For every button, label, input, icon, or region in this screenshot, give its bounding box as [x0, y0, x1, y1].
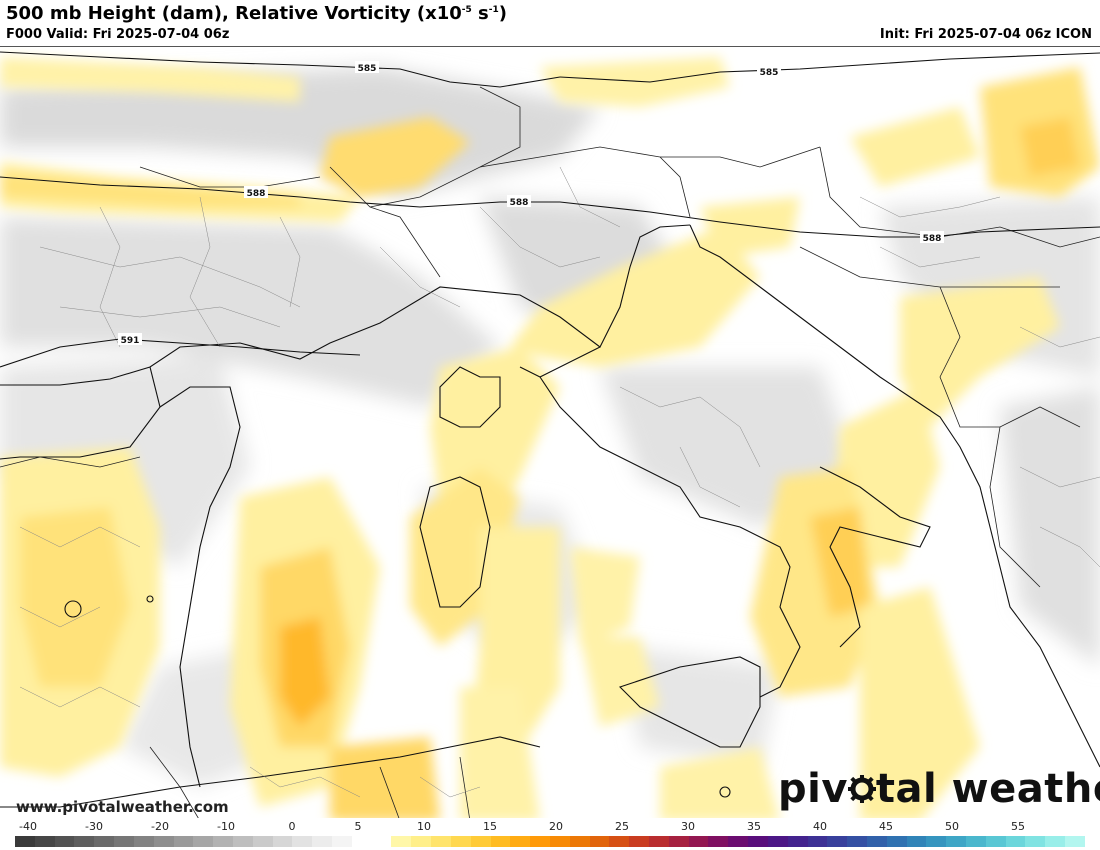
colorbar-swatch: [1025, 836, 1046, 847]
init-time-label: Init: Fri 2025-07-04 06z ICON: [879, 27, 1092, 42]
colorbar-swatch: [34, 836, 55, 847]
colorbar-swatch: [649, 836, 669, 847]
weather-map[interactable]: 585 585 588 588 588 591: [0, 46, 1100, 821]
colorbar-swatch: [906, 836, 927, 847]
colorbar-tick-label: 20: [549, 820, 563, 833]
colorbar-tick-label: 40: [813, 820, 827, 833]
map-header: 500 mb Height (dam), Relative Vorticity …: [0, 0, 1100, 46]
colorbar-swatch: [1045, 836, 1066, 847]
colorbar-swatch: [629, 836, 649, 847]
colorbar-swatch: [450, 836, 471, 847]
colorbar-swatch: [748, 836, 768, 847]
colorbar-tick-label: 50: [945, 820, 959, 833]
colorbar-swatch: [470, 836, 491, 847]
colorbar-swatch: [153, 836, 174, 847]
colorbar-swatch: [827, 836, 848, 847]
height-contours: [0, 51, 1100, 368]
colorbar-gradient: [15, 836, 1085, 847]
colorbar-swatch: [708, 836, 729, 847]
coastlines: [0, 224, 1100, 808]
website-watermark: www.pivotalweather.com: [16, 798, 229, 816]
colorbar-swatch: [807, 836, 828, 847]
contour-label-585-b: 585: [760, 68, 779, 78]
colorbar-swatch: [787, 836, 808, 847]
colorbar-tick-label: 45: [879, 820, 893, 833]
colorbar-swatch: [173, 836, 194, 847]
colorbar-swatch: [589, 836, 610, 847]
contour-label-588-b: 588: [510, 198, 529, 208]
colorbar-swatch: [213, 836, 233, 847]
colorbar-swatch: [569, 836, 590, 847]
colorbar-swatch: [510, 836, 531, 847]
colorbar-swatch: [530, 836, 550, 847]
colorbar-swatch: [292, 836, 313, 847]
colorbar-swatch: [886, 836, 907, 847]
colorbar-swatch: [688, 836, 709, 847]
colorbar-swatch: [332, 836, 352, 847]
contour-label-588-c: 588: [923, 234, 942, 244]
contour-label-585-a: 585: [358, 64, 377, 74]
colorbar-tick-label: 30: [681, 820, 695, 833]
colorbar-swatch: [232, 836, 253, 847]
contour-label-588-a: 588: [247, 189, 266, 199]
colorbar-swatch: [1065, 836, 1085, 847]
contour-label-591: 591: [121, 336, 140, 346]
colorbar-swatch: [1005, 836, 1026, 847]
map-canvas: 585 585 588 588 588 591: [0, 51, 1100, 821]
colorbar-tick-label: 35: [747, 820, 761, 833]
colorbar-swatch: [133, 836, 154, 847]
colorbar-swatch: [351, 836, 372, 847]
colorbar-swatch: [431, 836, 451, 847]
colorbar-swatch: [609, 836, 630, 847]
colorbar-swatch: [668, 836, 689, 847]
colorbar-swatch: [966, 836, 986, 847]
colorbar-swatch: [94, 836, 115, 847]
colorbar-swatch: [767, 836, 788, 847]
colorbar-tick-label: 15: [483, 820, 497, 833]
valid-time-label: F000 Valid: Fri 2025-07-04 06z: [6, 27, 230, 42]
height-contour-labels: 585 585 588 588 588 591: [118, 61, 944, 346]
colorbar-tick-label: -40: [19, 820, 37, 833]
colorbar-swatch: [926, 836, 947, 847]
colorbar-swatch: [549, 836, 570, 847]
colorbar-swatch: [252, 836, 273, 847]
gear-icon: [847, 767, 876, 803]
colorbar-swatch: [985, 836, 1006, 847]
colorbar-swatch: [312, 836, 332, 847]
colorbar-swatch: [54, 836, 75, 847]
colorbar-swatch: [272, 836, 293, 847]
colorbar-tick-label: 55: [1011, 820, 1025, 833]
colorbar-swatch: [15, 836, 35, 847]
colorbar-tick-label: -10: [217, 820, 235, 833]
admin-borders: [19, 166, 1100, 798]
colorbar-tick-label: -30: [85, 820, 103, 833]
colorbar-swatch: [193, 836, 214, 847]
colorbar-swatch: [866, 836, 887, 847]
colorbar-swatch: [847, 836, 867, 847]
colorbar-tick-label: 25: [615, 820, 629, 833]
country-borders: [0, 86, 1100, 821]
colorbar-tick-label: 5: [354, 820, 362, 833]
colorbar-swatch: [391, 836, 412, 847]
colorbar-swatch: [728, 836, 749, 847]
colorbar-tick-label: -20: [151, 820, 169, 833]
colorbar-swatch: [114, 836, 134, 847]
colorbar-swatch: [411, 836, 432, 847]
colorbar-swatch: [946, 836, 966, 847]
colorbar-swatch: [490, 836, 511, 847]
colorbar-tick-label: 10: [417, 820, 431, 833]
colorbar-tick-label: 0: [288, 820, 296, 833]
colorbar-swatch: [371, 836, 392, 847]
map-title: 500 mb Height (dam), Relative Vorticity …: [6, 3, 507, 24]
colorbar-swatch: [74, 836, 95, 847]
colorbar-legend: -40 -30 -20 -10 0 5 10 15 20 25 30 35 40 45 50 55: [0, 818, 1100, 850]
